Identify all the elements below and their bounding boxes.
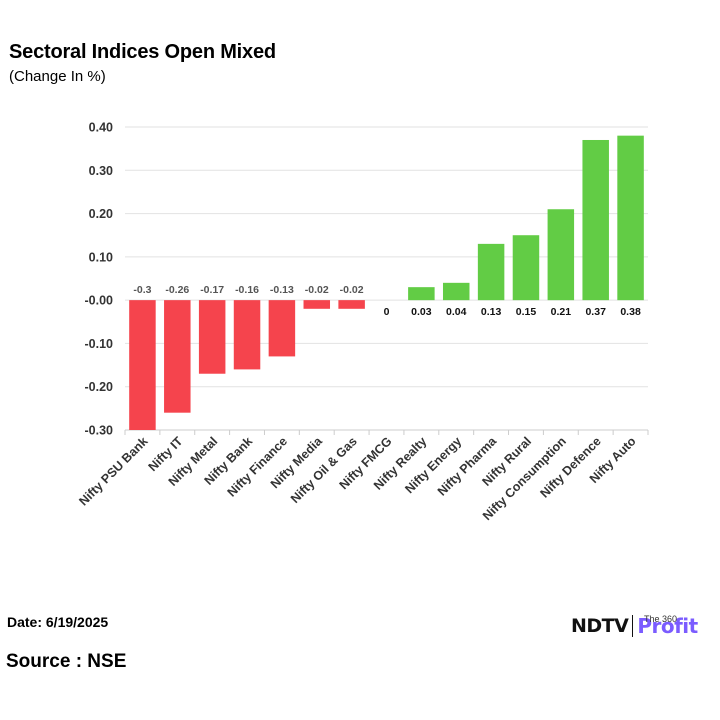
bar [198,300,226,374]
date-label: Date: 6/19/2025 [7,614,109,630]
y-tick-label: -0.10 [85,337,114,351]
bar [617,135,644,301]
data-label: -0.3 [133,284,151,296]
logo-profit-text: Profit [637,614,698,638]
x-tick-label: Nifty Defence [537,434,603,500]
chart-subtitle: (Change In %) [9,68,106,85]
data-label: 0.37 [585,306,606,318]
data-label: -0.26 [165,284,189,296]
bar [408,287,435,301]
data-label: -0.02 [305,284,329,296]
logo-separator [632,615,634,637]
logo-tagline: The 360 [644,614,678,624]
bar [512,235,540,301]
bar [582,139,609,301]
data-label: -0.13 [270,284,294,296]
bar [303,300,331,309]
bar [338,300,365,309]
bar [547,209,575,301]
ndtv-profit-logo: NDTV Profit The 360 [571,612,698,640]
data-label: 0.13 [481,306,502,318]
logo-ndtv-text: NDTV [571,615,629,637]
y-tick-label: -0.00 [85,294,114,308]
bar [164,300,191,413]
bar [129,300,156,430]
y-tick-label: -0.30 [85,424,114,438]
data-label: -0.16 [235,284,259,296]
data-label: 0.21 [551,306,572,318]
bar [233,300,261,370]
x-tick-label: Nifty PSU Bank [76,434,150,508]
bar [477,243,505,301]
data-label: 0.15 [516,306,537,318]
y-tick-label: 0.40 [89,121,113,135]
bar [442,282,470,301]
y-tick-label: -0.20 [85,380,114,394]
y-tick-label: 0.30 [89,164,113,178]
bar-chart: 0.400.300.200.10-0.00-0.10-0.20-0.30-0.3… [76,121,649,523]
bar [268,300,296,357]
chart-title: Sectoral Indices Open Mixed [9,41,276,63]
data-label: -0.17 [200,284,224,296]
y-tick-label: 0.10 [89,250,113,264]
source-label: Source : NSE [6,651,127,672]
y-tick-label: 0.20 [89,207,113,221]
data-label: 0.38 [620,306,641,318]
data-label: 0.04 [446,306,467,318]
data-label: -0.02 [340,284,364,296]
data-label: 0 [384,306,390,318]
data-label: 0.03 [411,306,432,318]
